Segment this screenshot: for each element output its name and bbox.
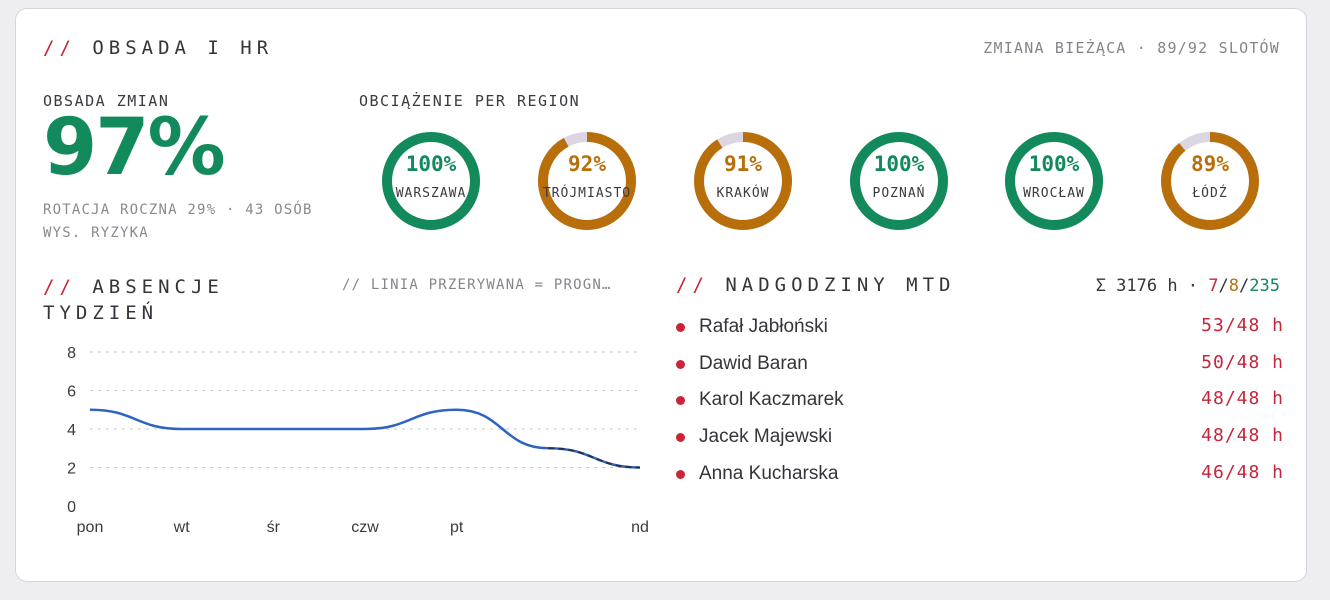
donut-progress [694,132,792,230]
x-tick-label: czw [351,519,379,536]
summary-sep: / [1239,276,1250,296]
overtime-row: Rafał Jabłoński 53/48 h [674,312,1284,342]
forecast-line [548,447,641,469]
overtime-count-orange: 8 [1228,276,1240,296]
employee-name: Rafał Jabłoński [699,316,828,337]
overtime-row: Dawid Baran 50/48 h [674,349,1284,379]
employee-name: Karol Kaczmarek [699,389,844,411]
region-donut: 100% WARSZAWA [381,131,481,231]
region-donut: 91% KRAKÓW [693,131,793,231]
overtime-hours: 50/48 h [1201,351,1284,373]
x-tick-label: pon [77,519,104,536]
region-donut: 100% POZNAŃ [849,131,949,231]
absences-title-text: ABSENCJE TYDZIEŃ [43,276,224,324]
absences-title: // ABSENCJE TYDZIEŃ [43,274,343,326]
panel-title: // OBSADA I HR [43,37,273,59]
absences-chart: 0 2 4 6 8 pon wt śr czw pt nd [67,345,649,536]
region-name: POZNAŃ [872,186,926,201]
overtime-title-text: NADGODZINY MTD [725,274,956,296]
staffing-value: 97% [43,103,226,193]
region-name: KRAKÓW [716,186,770,201]
overtime-hours: 48/48 h [1201,388,1284,410]
employee-name: Anna Kucharska [699,462,839,484]
region-percent: 100% [1028,152,1080,176]
risk-meta: WYS. RYZYKA [43,225,149,241]
overtime-count-red: 7 [1208,276,1219,296]
donut-progress [850,132,948,230]
overtime-hours: 53/48 h [1201,315,1284,336]
y-tick-label: 8 [67,345,76,362]
staffing-meta: ROTACJA ROCZNA 29% · 43 OSÓB WYS. RYZYKA [43,199,313,245]
donut-ring [382,132,480,230]
region-donut: 89% ŁÓDŹ [1160,131,1260,231]
title-slashes: // [43,37,76,59]
donut-ring [1161,132,1259,230]
donut-ring [1005,132,1103,230]
absences-note: // LINIA PRZERYWANA = PROGN… [342,277,612,293]
y-tick-label: 0 [67,499,76,516]
region-load-label: OBCIĄŻENIE PER REGION [359,92,581,110]
region-percent: 100% [405,152,457,176]
x-tick-label: wt [173,519,191,536]
employee-name: Dawid Baran [699,352,808,374]
absences-slashes: // [43,276,76,298]
region-percent: 89% [1191,152,1229,176]
alert-dot-icon [676,323,685,332]
panel-title-text: OBSADA I HR [92,37,274,59]
hr-panel: // OBSADA I HR ZMIANA BIEŻĄCA · 89/92 SL… [15,8,1307,582]
overtime-row: Karol Kaczmarek 48/48 h [674,385,1284,415]
region-name: WARSZAWA [395,186,467,201]
rotation-meta: ROTACJA ROCZNA 29% · 43 OSÓB [43,202,313,218]
alert-dot-icon [676,433,685,443]
donut-ring [694,132,792,230]
overtime-hours: 48/48 h [1201,425,1284,447]
alert-dot-icon [676,359,685,369]
staffing-label: OBSADA ZMIAN [43,92,170,110]
y-tick-label: 4 [67,422,76,439]
donut-progress [382,132,480,230]
region-name: WROCŁAW [1023,186,1085,201]
y-tick-label: 6 [67,384,76,401]
y-tick-label: 2 [67,461,76,478]
alert-dot-icon [676,469,685,479]
alert-dot-icon [676,396,685,406]
x-tick-label: śr [267,519,281,536]
donut-progress [538,132,636,230]
overtime-title: // NADGODZINY MTD [676,274,956,296]
region-donut: 100% WROCŁAW [1004,131,1104,231]
donut-progress [1005,132,1103,230]
overtime-count-green: 235 [1249,276,1280,296]
overtime-row: Jacek Majewski 48/48 h [674,422,1284,452]
region-name: TRÓJMIASTO [542,186,632,201]
x-tick-label: nd [631,519,649,536]
overtime-summary: Σ 3176 h · 7/8/235 [1096,276,1280,296]
overtime-summary-total: Σ 3176 h · [1095,276,1209,296]
region-percent: 91% [724,152,762,176]
region-donut: 92% TRÓJMIASTO [537,131,637,231]
absence-line [89,408,641,469]
region-percent: 100% [873,152,925,176]
donut-ring [850,132,948,230]
overtime-hours: 46/48 h [1201,461,1284,483]
donut-ring [538,132,636,230]
overtime-slashes: // [676,274,709,296]
region-percent: 92% [568,152,606,176]
employee-name: Jacek Majewski [699,426,833,448]
shift-info: ZMIANA BIEŻĄCA · 89/92 SLOTÓW [983,39,1280,57]
summary-sep: / [1218,276,1229,296]
x-tick-label: pt [450,519,464,536]
overtime-row: Anna Kucharska 46/48 h [674,459,1284,489]
donut-progress [1161,132,1259,230]
region-name: ŁÓDŹ [1192,186,1228,201]
